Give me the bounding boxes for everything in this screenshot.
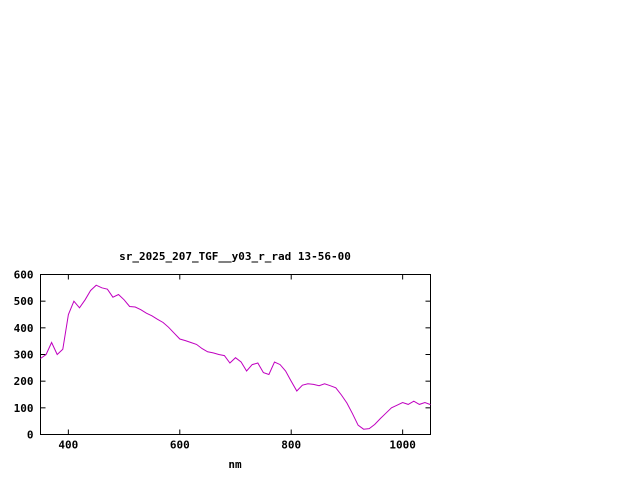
- y-tick-label: 600: [14, 269, 34, 282]
- x-tick-label: 800: [281, 439, 301, 452]
- x-tick-label: 400: [58, 439, 78, 452]
- x-axis-label: nm: [228, 458, 242, 471]
- chart-title: sr_2025_207_TGF__y03_r_rad 13-56-00: [119, 250, 351, 263]
- y-tick-label: 0: [27, 429, 34, 442]
- y-tick-label: 500: [14, 295, 34, 308]
- y-tick-label: 200: [14, 375, 34, 388]
- spectrum-line: [40, 284, 431, 430]
- y-tick-label: 100: [14, 402, 34, 415]
- x-tick-label: 1000: [389, 439, 416, 452]
- plot-border: [40, 274, 431, 435]
- x-tick-label: 600: [170, 439, 190, 452]
- y-tick-label: 300: [14, 349, 34, 362]
- y-tick-label: 400: [14, 322, 34, 335]
